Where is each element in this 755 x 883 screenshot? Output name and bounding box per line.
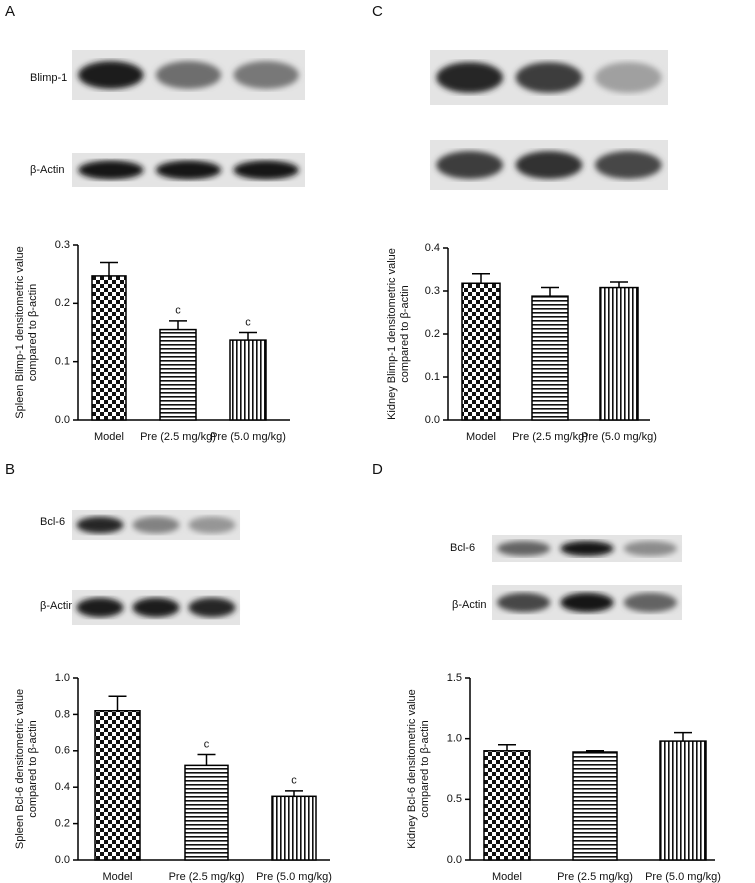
panel-label: D bbox=[372, 461, 383, 478]
y-tick-label: 0.4 bbox=[425, 242, 440, 254]
bar bbox=[159, 328, 197, 421]
blot-label: β-Actin bbox=[40, 600, 74, 612]
bar bbox=[271, 795, 317, 861]
significance-label: c bbox=[291, 775, 297, 787]
y-axis-label: compared to β-actin bbox=[399, 285, 411, 382]
panel: D Bcl-6 β-Actin 0.0 0.5 1.0 1.5 Kidney Bcl-6 de… bbox=[372, 461, 721, 883]
y-axis-label: Kidney Bcl-6 densitometric value bbox=[406, 689, 418, 849]
significance-label: c bbox=[175, 305, 181, 317]
blot-band bbox=[155, 61, 222, 89]
y-tick-label: 0.0 bbox=[55, 854, 70, 866]
panel: B Bcl-6 β-Actin 0.0 0.2 0.4 0.6 0.8 1.0 Spleen Bc… bbox=[5, 461, 332, 883]
y-axis-label: Spleen Bcl-6 densitometric value bbox=[14, 689, 26, 849]
y-tick-label: 1.0 bbox=[55, 672, 70, 684]
blot-band bbox=[188, 516, 236, 534]
y-tick-label: 0.3 bbox=[55, 239, 70, 251]
bar bbox=[599, 286, 639, 421]
blot-band bbox=[155, 160, 222, 180]
blot-label: β-Actin bbox=[30, 164, 64, 176]
bar bbox=[184, 764, 229, 861]
x-tick-label: Pre (5.0 mg/kg) bbox=[256, 871, 332, 883]
y-tick-label: 0.0 bbox=[55, 414, 70, 426]
bar bbox=[659, 740, 707, 861]
blot-band bbox=[76, 516, 124, 534]
blot-band bbox=[515, 151, 583, 179]
y-tick-label: 0.2 bbox=[55, 297, 70, 309]
blot-label: Blimp-1 bbox=[30, 72, 67, 84]
x-tick-label: Model bbox=[492, 871, 522, 883]
blot-band bbox=[515, 62, 583, 93]
blot-band bbox=[436, 62, 503, 93]
blot-band bbox=[623, 592, 677, 613]
blot-band bbox=[188, 597, 236, 618]
y-tick-label: 1.5 bbox=[447, 672, 462, 684]
y-axis-label: compared to β-actin bbox=[419, 720, 431, 817]
blot-band bbox=[595, 62, 662, 93]
x-tick-label: Pre (2.5 mg/kg) bbox=[169, 871, 245, 883]
blot-label: Bcl-6 bbox=[40, 516, 65, 528]
y-tick-label: 0.6 bbox=[55, 745, 70, 757]
y-axis-label: Spleen Blimp-1 densitometric value bbox=[14, 246, 26, 418]
blot-band bbox=[560, 592, 614, 613]
y-tick-label: 0.1 bbox=[55, 356, 70, 368]
y-tick-label: 0.0 bbox=[425, 414, 440, 426]
blot-band bbox=[233, 160, 299, 180]
y-axis-label: compared to β-actin bbox=[27, 720, 39, 817]
bar bbox=[531, 295, 569, 421]
y-tick-label: 0.2 bbox=[55, 818, 70, 830]
x-tick-label: Model bbox=[466, 431, 496, 443]
y-axis-label: compared to β-actin bbox=[27, 284, 39, 381]
y-tick-label: 0.0 bbox=[447, 854, 462, 866]
y-tick-label: 0.4 bbox=[55, 781, 70, 793]
x-tick-label: Pre (2.5 mg/kg) bbox=[557, 871, 633, 883]
blot-band bbox=[497, 592, 551, 613]
significance-label: c bbox=[245, 316, 251, 328]
blot-band bbox=[595, 151, 662, 179]
blot-band bbox=[76, 597, 124, 618]
y-tick-label: 1.0 bbox=[447, 733, 462, 745]
blot-band bbox=[560, 540, 614, 557]
y-tick-label: 0.5 bbox=[447, 793, 462, 805]
x-tick-label: Pre (5.0 mg/kg) bbox=[210, 431, 286, 443]
y-tick-label: 0.8 bbox=[55, 708, 70, 720]
bar bbox=[572, 751, 618, 861]
x-tick-label: Model bbox=[103, 871, 133, 883]
x-tick-label: Pre (2.5 mg/kg) bbox=[512, 431, 588, 443]
blot-band bbox=[132, 597, 180, 618]
y-axis-label: Kidney Blimp-1 densitometric value bbox=[386, 248, 398, 420]
panel-label: A bbox=[5, 3, 15, 20]
bar bbox=[94, 710, 141, 861]
x-tick-label: Pre (2.5 mg/kg) bbox=[140, 431, 216, 443]
blot-band bbox=[436, 151, 503, 179]
panel: A Blimp-1 β-Actin 0.0 0.1 0.2 0.3 Spleen Blimp-… bbox=[5, 3, 305, 443]
x-tick-label: Pre (5.0 mg/kg) bbox=[581, 431, 657, 443]
significance-label: c bbox=[204, 738, 210, 750]
bar bbox=[91, 275, 127, 421]
blot-band bbox=[132, 516, 180, 534]
panel-label: B bbox=[5, 461, 15, 478]
y-tick-label: 0.1 bbox=[425, 371, 440, 383]
blot-label: β-Actin bbox=[452, 599, 486, 611]
bar bbox=[461, 282, 501, 421]
blot-label: Bcl-6 bbox=[450, 542, 475, 554]
blot-band bbox=[78, 160, 144, 180]
blot-band bbox=[623, 540, 677, 557]
y-tick-label: 0.3 bbox=[425, 285, 440, 297]
x-tick-label: Pre (5.0 mg/kg) bbox=[645, 871, 721, 883]
panel-label: C bbox=[372, 3, 383, 20]
blot-band bbox=[78, 61, 144, 89]
blot-band bbox=[497, 540, 551, 557]
blot-band bbox=[233, 61, 299, 89]
bar bbox=[483, 750, 531, 861]
bar bbox=[229, 339, 267, 421]
y-tick-label: 0.2 bbox=[425, 328, 440, 340]
x-tick-label: Model bbox=[94, 431, 124, 443]
